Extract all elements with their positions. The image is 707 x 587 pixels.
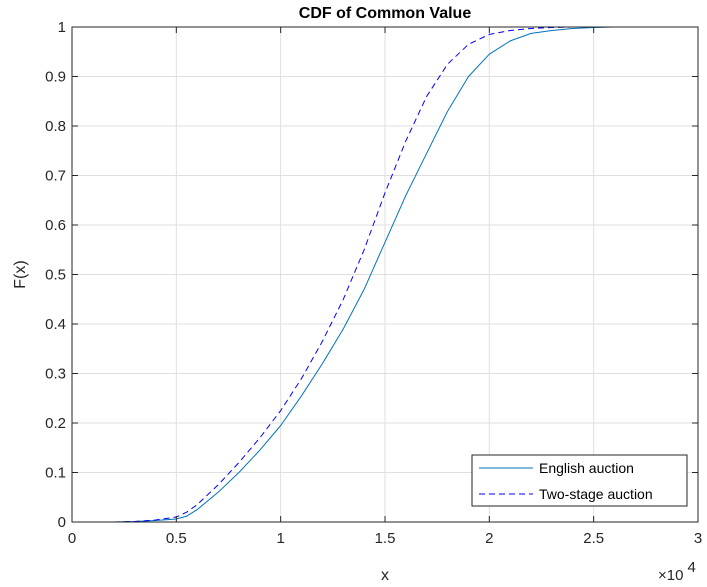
legend: English auction Two-stage auction [471,454,688,507]
x-tick-label: 2.5 [583,530,604,547]
legend-label-english: English auction [539,460,634,476]
x-multiplier-exponent: 4 [687,559,695,576]
x-tick-labels: 0 0.5 1 1.5 2 2.5 3 [68,530,702,547]
legend-box [471,454,688,507]
y-tick-label: 0.7 [45,168,66,185]
tick-marks [71,26,699,523]
x-tick-label: 1.5 [375,530,396,547]
y-tick-label: 0 [58,514,66,531]
y-axis-label: F(x) [12,260,29,288]
y-tick-label: 0.8 [45,118,66,135]
y-tick-label: 0.1 [45,465,66,482]
y-tick-label: 0.3 [45,366,66,383]
x-multiplier: ×10 4 [658,559,696,584]
x-tick-label: 0.5 [166,530,187,547]
x-tick-label: 3 [694,530,702,547]
legend-label-two-stage: Two-stage auction [539,486,653,502]
series-line-english-auction [113,26,667,523]
x-tick-label: 0 [68,530,76,547]
x-axis-label: x [381,567,389,584]
x-tick-label: 2 [485,530,493,547]
y-tick-label: 0.6 [45,217,66,234]
y-tick-label: 0.2 [45,415,66,432]
x-multiplier-base: ×10 [658,567,683,584]
y-tick-label: 0.4 [45,316,66,333]
chart-title: CDF of Common Value [299,5,472,22]
y-tick-label: 0.5 [45,267,66,284]
y-tick-label: 1 [58,19,66,36]
y-tick-labels: 0 0.1 0.2 0.3 0.4 0.5 0.6 0.7 0.8 0.9 1 [45,19,66,531]
x-tick-label: 1 [276,530,284,547]
y-tick-label: 0.9 [45,69,66,86]
